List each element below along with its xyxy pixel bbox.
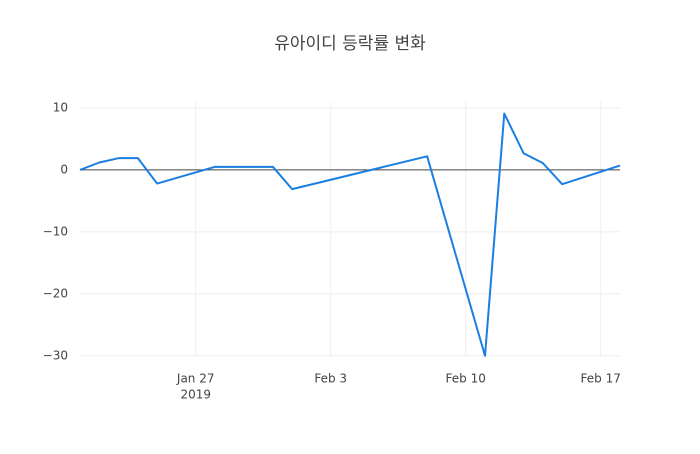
x-year-label: 2019: [180, 388, 211, 402]
data-line: [79, 112, 621, 357]
x-tick-label: Feb 3: [314, 372, 347, 386]
y-tick-label: −30: [43, 348, 68, 362]
chart-title: 유아이디 등락률 변화: [274, 34, 426, 54]
y-tick-label: −10: [43, 224, 68, 238]
x-tick-label: Feb 17: [581, 372, 621, 386]
y-tick-label: −20: [43, 286, 68, 300]
y-tick-label: 0: [60, 162, 68, 176]
x-tick-label: Feb 10: [446, 372, 486, 386]
y-tick-label: 10: [53, 100, 68, 114]
x-tick-label: Jan 27: [176, 372, 215, 386]
